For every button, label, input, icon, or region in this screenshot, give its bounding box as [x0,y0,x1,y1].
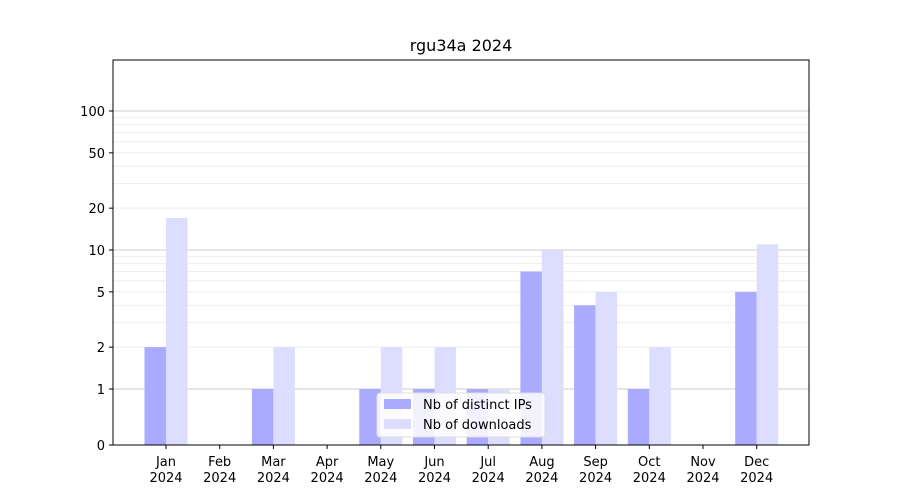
legend-label: Nb of downloads [423,418,532,433]
x-tick-label-year: 2024 [740,471,773,486]
y-axis: 0 1 2 5 10 20 50 100 [80,105,113,454]
x-tick-label-month: May [367,455,394,470]
x-tick-label-year: 2024 [257,471,290,486]
x-tick-label-year: 2024 [686,471,719,486]
x-tick-label-year: 2024 [149,471,182,486]
bar-ips [251,389,274,445]
x-tick-label-year: 2024 [579,471,612,486]
y-tick-label: 20 [88,202,105,217]
x-axis: Jan2024Feb2024Mar2024Apr2024May2024Jun20… [149,445,773,486]
bar-ips [359,389,381,445]
x-tick-label-month: Sep [583,455,608,470]
grid-lines [113,110,809,390]
x-tick-label-year: 2024 [364,471,397,486]
bar-ips [574,305,596,445]
bar-downloads [541,250,564,445]
bar-downloads [756,244,779,445]
x-tick-label-month: Apr [316,455,339,470]
y-tick-label: 10 [88,244,105,259]
x-tick-label-month: Dec [744,455,769,470]
x-tick-label-year: 2024 [203,471,236,486]
legend: Nb of distinct IPs Nb of downloads [376,392,546,438]
x-tick-label-month: Oct [638,455,660,470]
x-tick-label-month: Jan [155,455,176,470]
x-tick-label-month: Nov [690,455,716,470]
plot-frame [112,59,810,446]
x-tick-label-year: 2024 [633,471,666,486]
y-tick-label: 0 [97,439,105,454]
legend-swatch [384,399,411,409]
bar-downloads [273,347,295,445]
y-tick-label: 2 [97,341,105,356]
bar-ips [627,389,650,445]
legend-box [376,392,546,438]
legend-swatch [384,419,411,429]
bar-ips [144,347,166,445]
y-tick-label: 50 [88,147,105,162]
y-tick-label: 100 [80,105,105,120]
y-tick-label: 5 [97,286,105,301]
x-tick-label-month: Aug [529,455,554,470]
x-tick-label-year: 2024 [525,471,558,486]
x-tick-label-year: 2024 [418,471,451,486]
x-tick-label-month: Jun [423,455,444,470]
y-tick-label: 1 [97,383,105,398]
legend-label: Nb of distinct IPs [423,398,532,413]
x-tick-label-year: 2024 [472,471,505,486]
bar-downloads [166,217,188,445]
chart-title: rgu34a 2024 [410,36,513,55]
x-tick-label-year: 2024 [311,471,344,486]
bar-downloads [595,291,618,445]
x-tick-label-month: Jul [479,455,496,470]
x-tick-label-month: Feb [208,455,231,470]
bar-downloads [649,347,671,445]
bar-ips [735,291,757,445]
x-tick-label-month: Mar [261,455,286,470]
